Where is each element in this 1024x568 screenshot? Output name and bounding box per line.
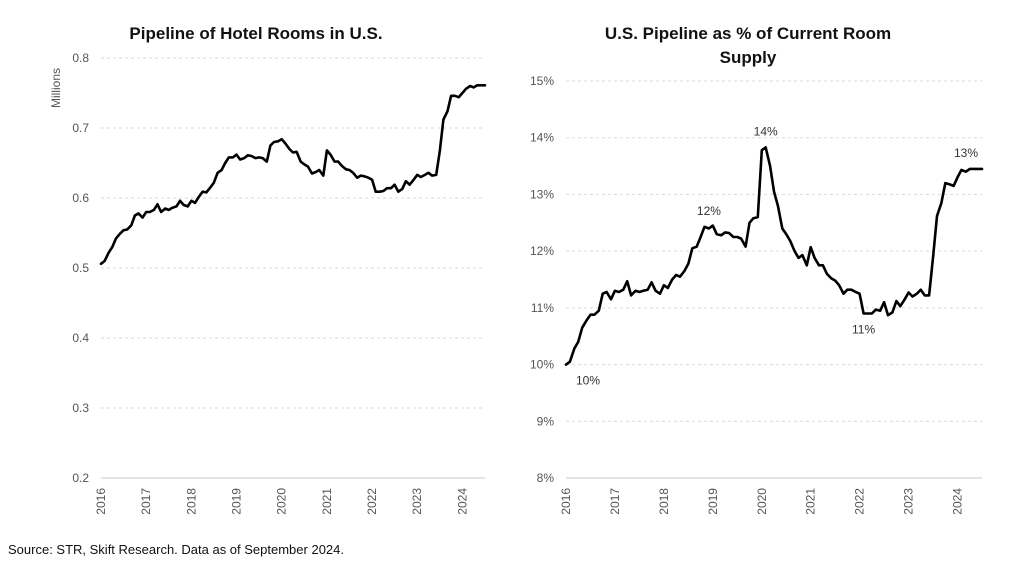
chart-left-svg: Pipeline of Hotel Rooms in U.S. 0.2 0.3 0.4… [49,24,487,515]
right-data-label: 11% [852,323,875,337]
right-series-line [564,146,984,366]
right-x-tick-label: 2018 [657,488,671,515]
left-x-tick-label: 2021 [320,488,334,515]
right-x-tick-label: 2019 [706,488,720,515]
left-x-tick-label: 2020 [275,488,289,515]
source-note: Source: STR, Skift Research. Data as of … [8,542,344,557]
left-x-tick-label: 2019 [230,488,244,515]
chart-right-svg: U.S. Pipeline as % of Current Room Supply… [530,24,984,515]
left-x-tick-label: 2022 [365,488,379,515]
left-y-tick-label: 0.3 [72,401,89,415]
right-y-tick-label: 14% [530,131,554,145]
left-y-tick-label: 0.2 [72,471,89,485]
left-x-tick-label: 2024 [455,488,469,515]
right-y-tick-label: 8% [537,471,555,485]
left-y-tick-label: 0.4 [72,331,89,345]
right-data-label: 12% [697,204,721,218]
left-chart-title-line-1: Pipeline of Hotel Rooms in U.S. [129,24,382,43]
right-y-tick-label: 9% [537,414,555,428]
right-data-label: 14% [754,124,778,138]
right-x-tick-label: 2016 [559,488,573,515]
left-series-line [99,84,487,266]
right-x-tick-label: 2023 [902,488,916,515]
left-x-tick-label: 2018 [184,488,198,515]
right-x-tick-label: 2017 [608,488,622,515]
right-y-tick-label: 13% [530,187,554,201]
left-y-tick-label: 0.8 [72,51,89,65]
right-x-tick-label: 2021 [804,488,818,515]
chart-pipeline-percent-supply: U.S. Pipeline as % of Current Room Supply… [512,0,1024,540]
left-y-tick-label: 0.6 [72,191,89,205]
right-x-tick-label: 2020 [755,488,769,515]
left-x-tick-label: 2017 [139,488,153,515]
right-y-tick-label: 12% [530,244,554,258]
right-chart-title-line-2: Supply [720,48,777,67]
left-x-tick-label: 2023 [410,488,424,515]
right-y-tick-label: 10% [530,358,554,372]
right-data-label: 10% [576,374,600,388]
right-x-tick-label: 2022 [853,488,867,515]
left-y-tick-label: 0.5 [72,261,89,275]
right-data-label: 13% [954,146,978,160]
right-chart-title-line-1: U.S. Pipeline as % of Current Room [605,24,891,43]
right-y-tick-label: 15% [530,74,554,88]
right-y-tick-label: 11% [531,301,554,315]
left-y-tick-label: 0.7 [72,121,89,135]
chart-hotel-rooms-pipeline: Pipeline of Hotel Rooms in U.S. 0.2 0.3 0.4… [0,0,512,540]
left-x-tick-label: 2016 [94,488,108,515]
left-y-axis-label: Millions [49,68,63,108]
right-x-tick-label: 2024 [951,488,965,515]
